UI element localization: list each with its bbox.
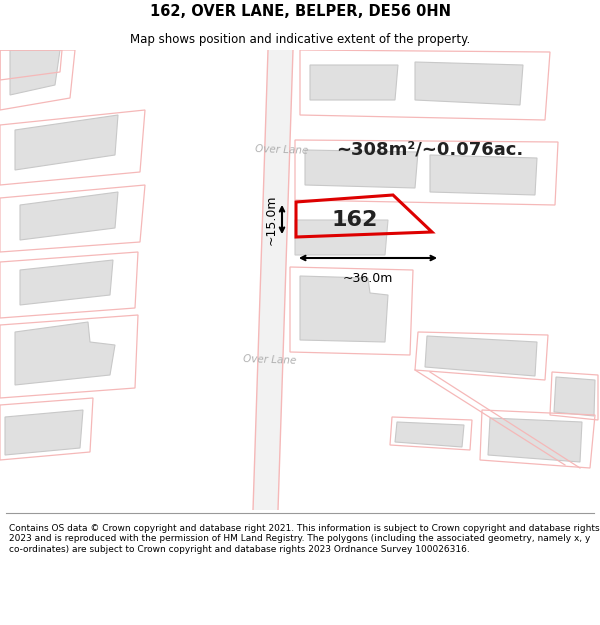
Text: ~308m²/~0.076ac.: ~308m²/~0.076ac. (337, 141, 524, 159)
Text: 162, OVER LANE, BELPER, DE56 0HN: 162, OVER LANE, BELPER, DE56 0HN (149, 4, 451, 19)
Polygon shape (305, 150, 418, 188)
Polygon shape (425, 336, 537, 376)
Polygon shape (253, 50, 293, 510)
Text: Map shows position and indicative extent of the property.: Map shows position and indicative extent… (130, 32, 470, 46)
Polygon shape (488, 418, 582, 462)
Text: 162: 162 (332, 210, 378, 230)
Text: Over Lane: Over Lane (243, 354, 297, 366)
Text: ~15.0m: ~15.0m (265, 194, 278, 245)
Polygon shape (15, 115, 118, 170)
Polygon shape (20, 260, 113, 305)
Polygon shape (310, 65, 398, 100)
Polygon shape (295, 220, 388, 255)
Polygon shape (430, 155, 537, 195)
Polygon shape (300, 276, 388, 342)
Polygon shape (20, 192, 118, 240)
Polygon shape (5, 410, 83, 455)
Polygon shape (395, 422, 464, 447)
Polygon shape (15, 322, 115, 385)
Polygon shape (415, 62, 523, 105)
Text: Contains OS data © Crown copyright and database right 2021. This information is : Contains OS data © Crown copyright and d… (9, 524, 599, 554)
Text: ~36.0m: ~36.0m (343, 272, 393, 285)
Polygon shape (554, 377, 595, 416)
Polygon shape (10, 50, 60, 95)
Text: Over Lane: Over Lane (255, 144, 309, 156)
